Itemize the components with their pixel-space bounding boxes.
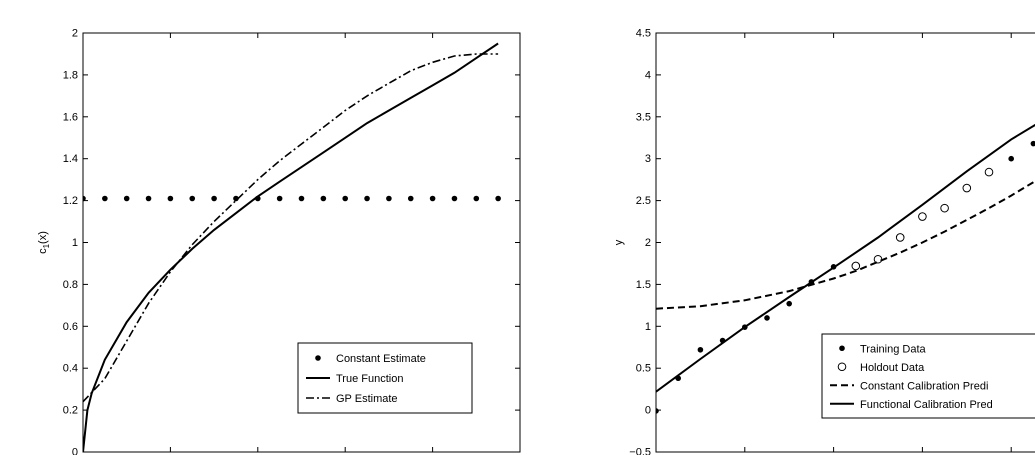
data-point (764, 315, 770, 321)
data-point (1008, 155, 1014, 162)
data-point (386, 195, 392, 202)
y-tick-label: 0.4 (63, 363, 78, 375)
data-point (786, 300, 792, 307)
legend-label: Constant Estimate (336, 353, 426, 365)
legend-label: Holdout Data (860, 362, 925, 374)
series-line (83, 53, 499, 403)
y-tick-label: 0.8 (63, 279, 78, 291)
y-axis-label: y (613, 239, 625, 245)
legend-label: True Function (336, 373, 403, 385)
data-point (233, 195, 239, 202)
legend-marker (837, 362, 847, 372)
data-point (342, 195, 349, 202)
series-line (83, 42, 499, 452)
y-tick-label: 0.6 (63, 321, 78, 333)
data-point (495, 195, 501, 202)
y-tick-label: 4.5 (636, 28, 651, 40)
data-point (918, 212, 927, 221)
legend-marker (839, 345, 845, 352)
legend: Constant Estimate True Function GP Estimat… (297, 342, 473, 414)
data-point (940, 203, 949, 213)
data-point (276, 195, 283, 202)
y-tick-label: 0 (72, 447, 78, 455)
y-tick-label: 1.6 (63, 111, 78, 123)
legend-marker (315, 355, 321, 361)
y-tick-label: 2.5 (636, 195, 651, 207)
data-point (298, 195, 305, 202)
y-tick-label: 0 (645, 405, 651, 417)
data-point (895, 233, 905, 242)
data-point (123, 195, 130, 202)
y-tick-label: 0.5 (636, 363, 651, 375)
data-point (320, 195, 327, 202)
legend-label: Training Data (860, 343, 927, 355)
data-point (211, 195, 217, 202)
chart-2: −0.5 0 0.5 1 1.5 2 2.5 3 3.5 4 4.5 y Training Data Ho… (613, 28, 1035, 455)
data-point (1030, 140, 1035, 147)
data-point (102, 195, 108, 202)
data-point (167, 195, 174, 202)
plot-area (83, 42, 501, 452)
plot-area (656, 123, 1035, 414)
y-tick-label: 1 (645, 321, 651, 333)
data-point (145, 195, 152, 202)
y-tick-label: 1.5 (636, 279, 651, 291)
y-tick-label: 3.5 (636, 111, 651, 123)
data-point (364, 195, 370, 202)
y-tick-label: 1 (72, 237, 78, 249)
legend-label: GP Estimate (336, 393, 398, 405)
y-tick-label: 2 (645, 237, 651, 249)
y-tick-label: 1.4 (63, 153, 78, 165)
data-point (429, 195, 436, 202)
legend-label: Constant Calibration Predi (860, 380, 988, 392)
data-point (656, 408, 659, 414)
series-line (656, 180, 1035, 310)
y-axis-label: c1(x) (37, 231, 51, 254)
legend-box (821, 333, 1035, 419)
data-point (697, 346, 704, 353)
data-point (83, 195, 86, 202)
legend: Training Data Holdout Data Constant Calibr… (821, 333, 1035, 419)
y-tick-label: 1.2 (63, 195, 78, 207)
y-tick-label: −0.5 (629, 447, 651, 455)
chart-1: 0 0.2 0.4 0.6 0.8 1 1.2 1.4 1.6 1.8 2 c1(x) Constant… (37, 28, 521, 455)
data-point (407, 195, 414, 202)
data-point (451, 195, 458, 202)
data-point (473, 195, 480, 202)
legend-label: Functional Calibration Pred (860, 399, 993, 411)
y-tick-label: 3 (645, 153, 651, 165)
data-point (962, 183, 972, 193)
y-tick-label: 0.2 (63, 405, 78, 417)
y-tick-label: 4 (645, 69, 651, 81)
data-point (984, 167, 994, 177)
series-line (656, 123, 1035, 393)
data-point (851, 261, 861, 271)
y-tick-label: 1.8 (63, 69, 78, 81)
data-point (189, 195, 196, 202)
y-tick-label: 2 (72, 28, 78, 40)
